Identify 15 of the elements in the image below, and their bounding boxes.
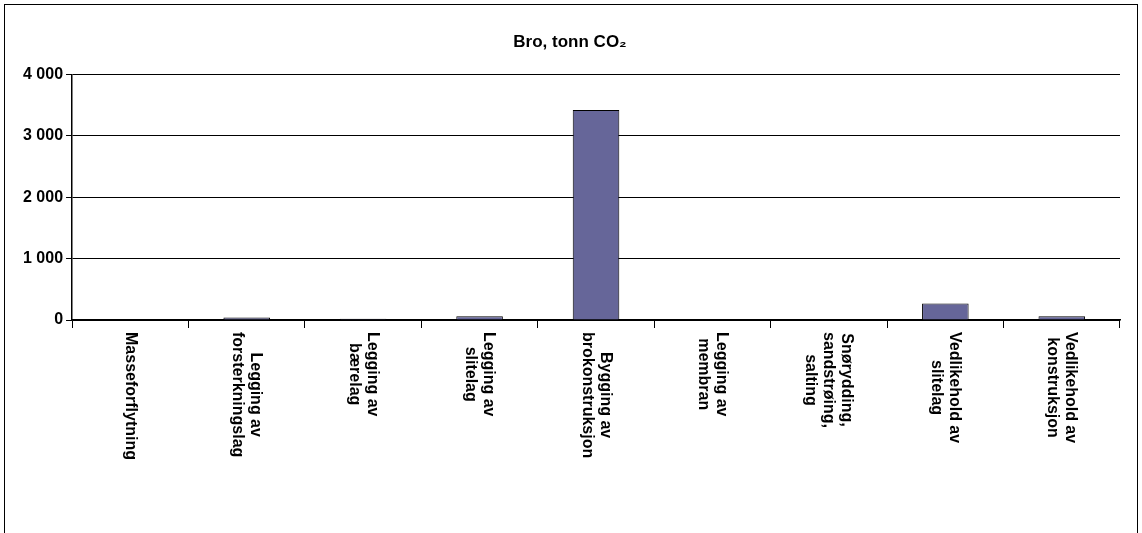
chart-title: Bro, tonn CO₂ xyxy=(513,31,627,51)
x-tick-label: Legging av forsterkningslag xyxy=(230,332,266,458)
x-tick-label: Vedlikehold av konstruksjon xyxy=(1045,332,1081,444)
x-tick-label: Legging av membran xyxy=(696,332,732,417)
x-tick-label: Bygging av brokonstruksjon xyxy=(579,332,615,459)
y-tick-label: 1 000 xyxy=(22,249,64,267)
x-tick-label: Legging av slitelag xyxy=(463,332,499,417)
x-tick-label: Masseforflytning xyxy=(122,332,140,461)
x-tick-label: Vedlikehold av slitelag xyxy=(928,332,964,444)
y-tick-label: 0 xyxy=(54,310,64,328)
y-tick-label: 3 000 xyxy=(22,126,64,144)
y-tick-label: 4 000 xyxy=(22,64,64,82)
y-tick-label: 2 000 xyxy=(22,187,64,205)
x-tick-label: Snørydding, sandstrøing, salting xyxy=(803,332,857,429)
x-tick-label: Legging av bærelag xyxy=(346,332,382,417)
